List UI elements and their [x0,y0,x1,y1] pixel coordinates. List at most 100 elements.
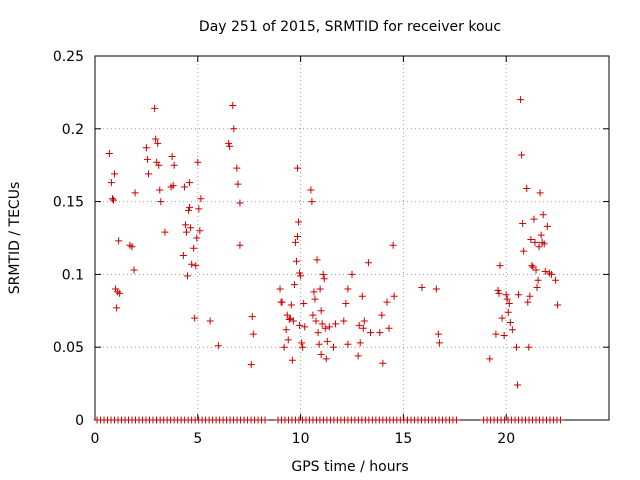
y-axis-label: SRMTID / TECUs [7,182,23,295]
data-point [520,247,528,255]
data-point [296,269,304,277]
data-point [359,324,367,332]
data-point [376,329,384,337]
data-point [321,324,329,332]
data-point [186,203,194,211]
data-point [379,359,387,367]
data-point [225,139,233,147]
data-point [354,352,362,360]
data-point [180,183,188,191]
data-point [294,233,302,241]
data-point [226,142,234,150]
data-point [552,276,560,284]
data-point [355,321,363,329]
data-point [206,317,214,325]
data-point [191,314,199,322]
x-axis-label: GPS time / hours [291,459,408,475]
data-point [534,276,542,284]
data-point [526,292,534,300]
data-point [233,164,241,172]
y-tick-label: 0.2 [62,122,84,138]
data-point [502,291,510,299]
data-point [523,184,531,192]
data-point [308,198,316,206]
data-point [525,343,533,351]
data-point [128,243,136,251]
data-point [187,224,195,232]
data-point [190,244,198,252]
data-point [144,170,152,178]
data-point [110,196,118,204]
data-point [344,285,352,293]
data-point [182,228,190,236]
y-tick-label: 0.25 [53,49,84,65]
data-point [389,241,397,249]
data-point [537,231,545,239]
data-point [332,320,340,328]
data-point [282,326,290,334]
data-point [249,330,257,338]
data-point [506,318,514,326]
data-point [234,180,242,188]
data-point [340,317,348,325]
data-point [115,237,123,245]
data-point [541,267,549,275]
chart-title: Day 251 of 2015, SRMTID for receiver kou… [199,19,501,35]
data-point [170,161,178,169]
data-point [278,298,286,306]
data-point [185,206,193,214]
data-point [287,301,295,309]
data-point [543,222,551,230]
data-point [192,262,200,270]
data-point [378,311,386,319]
data-point [157,198,165,206]
data-point [161,228,169,236]
data-point [323,337,331,345]
data-point [291,238,299,246]
data-point [508,326,516,334]
data-point [286,314,294,322]
data-point [116,289,124,297]
data-point [193,234,201,242]
data-point [292,257,300,265]
data-point [186,179,194,187]
data-point [311,295,319,303]
data-point [196,227,204,235]
data-point [317,350,325,358]
data-point [142,144,150,152]
x-tick-label: 15 [394,431,412,447]
data-point [434,330,442,338]
data-point [518,151,526,159]
data-point [301,323,309,331]
data-point [131,189,139,197]
data-point [500,332,508,340]
data-point [312,317,320,325]
data-point [195,205,203,213]
data-point [295,218,303,226]
data-point [317,307,325,315]
data-point [236,199,244,207]
data-point [285,316,293,324]
data-point [435,339,443,347]
data-point [188,260,196,268]
data-point [358,292,366,300]
data-point [486,355,494,363]
data-point [494,286,502,294]
data-point [289,317,297,325]
data-point [540,240,548,248]
data-point [294,164,302,172]
data-point [108,195,116,203]
x-tick-label: 0 [91,431,100,447]
data-point [280,343,288,351]
data-point [547,270,555,278]
data-point [432,285,440,293]
data-point [184,272,192,280]
data-point [554,301,562,309]
data-point [535,243,543,251]
data-point [168,152,176,160]
data-point [356,339,364,347]
zero-data-point [452,416,460,424]
data-point [320,275,328,283]
data-point [514,381,522,389]
data-point [531,238,539,246]
